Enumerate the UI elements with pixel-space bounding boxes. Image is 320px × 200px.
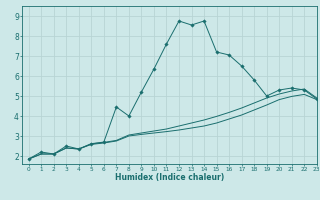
X-axis label: Humidex (Indice chaleur): Humidex (Indice chaleur) xyxy=(115,173,224,182)
